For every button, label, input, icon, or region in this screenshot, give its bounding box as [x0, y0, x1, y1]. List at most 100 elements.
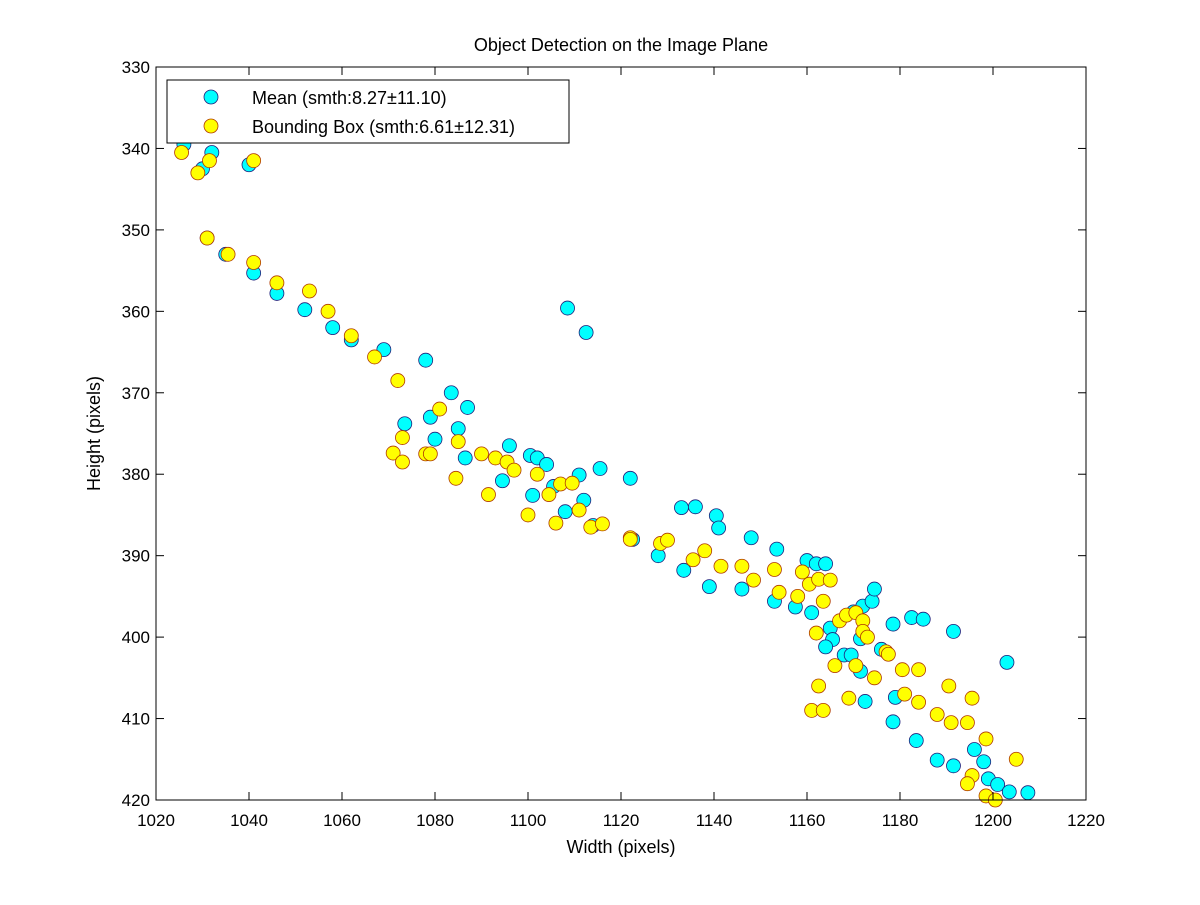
data-point-mean — [885, 616, 901, 632]
data-point-bounding-box — [790, 588, 806, 604]
data-point-mean — [1001, 784, 1017, 800]
data-point-mean — [867, 581, 882, 597]
data-point-bounding-box — [395, 430, 410, 445]
data-point-bounding-box — [911, 662, 926, 678]
data-point-bounding-box — [811, 678, 827, 694]
data-point-mean — [418, 352, 434, 368]
data-point-bounding-box — [432, 401, 448, 417]
data-point-bounding-box — [771, 584, 787, 600]
data-point-bounding-box — [808, 625, 824, 641]
data-point-mean — [650, 548, 666, 564]
data-point-mean — [743, 530, 759, 546]
data-point-mean — [397, 416, 413, 432]
data-point-bounding-box — [815, 593, 831, 609]
data-point-mean — [818, 639, 833, 655]
data-point-mean — [708, 508, 724, 524]
data-point-bounding-box — [622, 531, 638, 547]
data-point-mean — [688, 499, 703, 515]
data-point-bounding-box — [860, 629, 875, 645]
x-tick-label: 1040 — [230, 811, 268, 830]
data-point-bounding-box — [450, 434, 466, 450]
data-point-bounding-box — [246, 255, 262, 270]
data-point-mean — [885, 714, 901, 730]
y-tick-label: 330 — [122, 58, 150, 77]
data-point-bounding-box — [841, 690, 857, 706]
data-point-bounding-box — [448, 470, 464, 486]
data-point-mean — [297, 302, 313, 318]
data-point-mean — [915, 611, 931, 627]
data-point-mean — [769, 541, 785, 557]
data-point-bounding-box — [685, 552, 701, 568]
legend: Mean (smth:8.27±11.10) Bounding Box (smt… — [166, 79, 570, 144]
data-point-mean — [495, 473, 510, 489]
data-point-bounding-box — [571, 502, 587, 518]
data-point-mean — [525, 487, 541, 503]
y-tick-label: 410 — [122, 710, 150, 729]
data-point-bounding-box — [269, 275, 285, 291]
data-point-bounding-box — [541, 487, 557, 502]
data-point-mean — [1020, 785, 1036, 801]
x-tick-label: 1180 — [882, 811, 919, 830]
data-point-mean — [501, 438, 517, 454]
y-tick-label: 390 — [122, 547, 150, 566]
x-axis-label: Width (pixels) — [566, 837, 675, 857]
data-point-bounding-box — [202, 153, 217, 169]
data-point-mean — [967, 742, 982, 757]
data-point-mean — [443, 385, 459, 401]
data-point-bounding-box — [897, 686, 913, 702]
data-point-bounding-box — [564, 475, 580, 491]
data-point-mean — [676, 562, 692, 578]
data-point-bounding-box — [520, 507, 536, 523]
data-point-bounding-box — [822, 572, 838, 588]
data-point-bounding-box — [390, 373, 406, 388]
data-point-bounding-box — [548, 515, 564, 531]
data-point-bounding-box — [320, 303, 336, 319]
chart-title: Object Detection on the Image Plane — [474, 35, 768, 55]
data-point-mean — [427, 431, 443, 447]
plot-area — [156, 67, 1086, 800]
data-point-mean — [674, 500, 689, 516]
data-point-bounding-box — [960, 715, 975, 731]
data-point-mean — [450, 421, 466, 437]
data-point-bounding-box — [506, 462, 522, 478]
x-tick-label: 1060 — [323, 811, 361, 830]
data-point-mean — [422, 409, 438, 425]
data-point-mean — [711, 520, 727, 536]
data-point-mean — [864, 593, 880, 609]
data-point-mean — [946, 758, 961, 774]
data-point-bounding-box — [867, 670, 882, 686]
data-point-bounding-box — [395, 454, 410, 470]
data-point-mean — [578, 325, 594, 340]
data-point-mean — [999, 654, 1015, 670]
data-point-bounding-box — [529, 466, 545, 482]
data-point-bounding-box — [815, 703, 831, 718]
data-point-mean — [539, 457, 554, 472]
y-tick-label: 380 — [122, 465, 150, 484]
data-point-bounding-box — [880, 646, 896, 662]
data-point-bounding-box — [343, 328, 359, 344]
data-point-bounding-box — [941, 678, 957, 694]
data-point-mean — [734, 581, 750, 597]
data-point-bounding-box — [199, 230, 215, 246]
data-point-mean — [990, 777, 1006, 792]
data-point-mean — [325, 320, 341, 336]
data-point-bounding-box — [943, 715, 959, 731]
data-point-mean — [929, 752, 945, 768]
data-point-mean — [818, 556, 833, 572]
data-point-mean — [622, 470, 638, 486]
legend-box — [166, 79, 570, 144]
data-point-bounding-box — [302, 283, 317, 299]
data-point-bounding-box — [894, 662, 910, 678]
data-point-mean — [592, 461, 608, 476]
data-point-bounding-box — [746, 572, 761, 588]
data-point-bounding-box — [174, 145, 189, 160]
data-point-mean — [701, 579, 717, 595]
x-tick-label: 1160 — [789, 811, 826, 830]
data-point-bounding-box — [734, 558, 750, 574]
data-point-bounding-box — [190, 165, 206, 181]
data-point-bounding-box — [713, 558, 729, 574]
data-point-bounding-box — [220, 246, 236, 262]
data-point-bounding-box — [960, 776, 975, 792]
